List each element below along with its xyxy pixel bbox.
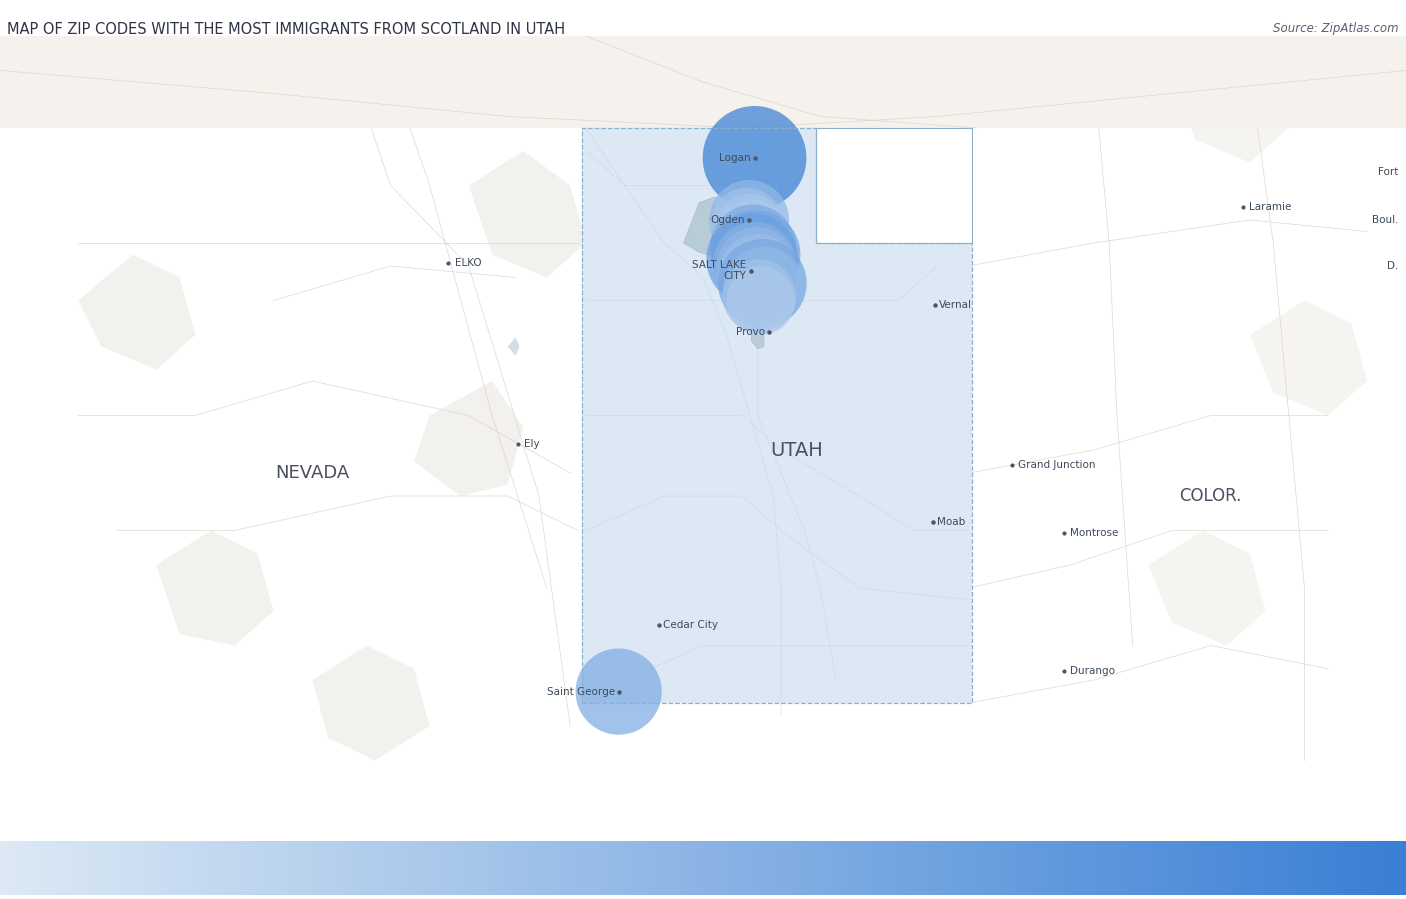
Text: NEVADA: NEVADA [276, 464, 350, 482]
Text: ELKO: ELKO [454, 257, 481, 268]
Bar [0, 36, 1406, 128]
Point [749, 272, 772, 287]
Point [749, 293, 772, 307]
Text: Logan: Logan [718, 153, 751, 163]
Polygon shape [1149, 530, 1265, 645]
Text: Durango: Durango [1070, 666, 1115, 676]
Text: Moab: Moab [938, 518, 966, 528]
Polygon shape [413, 381, 523, 496]
Text: MAP OF ZIP CODES WITH THE MOST IMMIGRANTS FROM SCOTLAND IN UTAH: MAP OF ZIP CODES WITH THE MOST IMMIGRANT… [7, 22, 565, 38]
Polygon shape [468, 151, 586, 278]
Point [735, 218, 758, 232]
Polygon shape [624, 576, 742, 691]
Point [745, 260, 768, 274]
Polygon shape [582, 128, 973, 703]
Text: Boul.: Boul. [1372, 215, 1398, 225]
Point [747, 264, 769, 279]
Point [738, 222, 761, 236]
Polygon shape [312, 645, 430, 761]
Text: Grand Junction: Grand Junction [1018, 460, 1095, 470]
Polygon shape [683, 197, 742, 257]
Text: Laramie: Laramie [1249, 202, 1291, 212]
Text: Ely: Ely [524, 440, 540, 450]
Point [752, 280, 775, 294]
Point [742, 240, 765, 254]
Text: COLOR.: COLOR. [1180, 487, 1241, 505]
Text: Saint George: Saint George [547, 687, 614, 697]
Text: Provo: Provo [737, 326, 765, 336]
Point [748, 289, 770, 303]
Point [751, 276, 773, 290]
Polygon shape [79, 254, 195, 369]
Polygon shape [1171, 36, 1289, 163]
Point [744, 151, 766, 165]
Point [744, 256, 766, 271]
Point [744, 244, 766, 258]
Text: UTAH: UTAH [770, 441, 823, 459]
Polygon shape [1250, 300, 1367, 415]
Point [738, 213, 761, 227]
Polygon shape [156, 530, 273, 645]
Text: Cedar City: Cedar City [664, 619, 718, 630]
Point [741, 252, 763, 266]
Point [748, 268, 770, 282]
Point [607, 684, 630, 699]
Text: D.: D. [1386, 261, 1398, 271]
Bar [817, 128, 973, 243]
Polygon shape [751, 317, 763, 349]
Point [745, 247, 768, 262]
Polygon shape [508, 337, 519, 356]
Text: Vernal: Vernal [939, 300, 972, 310]
Text: Source: ZipAtlas.com: Source: ZipAtlas.com [1274, 22, 1399, 35]
Text: Fort: Fort [1378, 166, 1398, 177]
Text: Montrose: Montrose [1070, 528, 1119, 538]
Text: SALT LAKE
CITY: SALT LAKE CITY [693, 260, 747, 281]
Point [740, 227, 762, 241]
Text: Ogden: Ogden [710, 215, 745, 225]
